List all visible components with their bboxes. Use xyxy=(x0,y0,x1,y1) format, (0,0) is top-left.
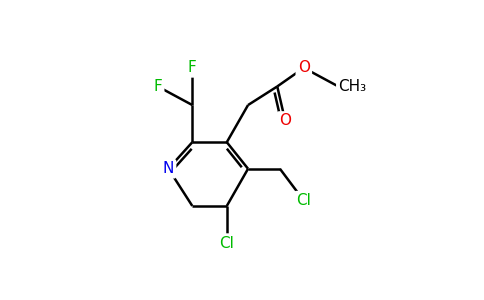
Text: F: F xyxy=(153,79,162,94)
Text: Cl: Cl xyxy=(219,236,234,250)
Text: N: N xyxy=(163,161,174,176)
Text: Cl: Cl xyxy=(296,193,311,208)
Text: O: O xyxy=(279,113,291,128)
Text: F: F xyxy=(188,60,197,75)
Text: O: O xyxy=(298,60,310,75)
Text: CH₃: CH₃ xyxy=(338,79,366,94)
